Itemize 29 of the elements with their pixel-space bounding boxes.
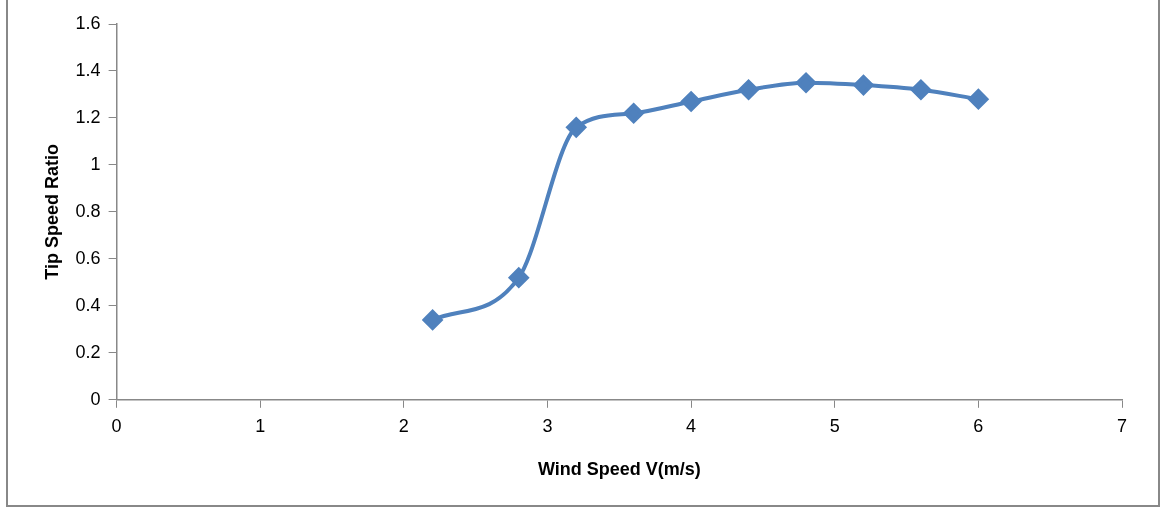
point (968, 89, 989, 110)
point (681, 91, 702, 112)
y-axis-title: Tip Speed Ratio (41, 144, 62, 280)
y-tick-label: 1 (90, 153, 101, 174)
y-tick-label: 0.6 (75, 247, 101, 268)
x-tick-label: 0 (111, 415, 122, 436)
point (853, 75, 874, 96)
x-tick-label: 1 (255, 415, 266, 436)
y-tick-label: 0.4 (75, 294, 101, 315)
y-tick-label: 0.8 (75, 200, 101, 221)
y-tick-label: 1.6 (75, 12, 101, 33)
point (623, 103, 644, 124)
point (508, 267, 529, 288)
point (566, 117, 587, 138)
y-tick-label: 1.2 (75, 106, 101, 127)
point (796, 72, 817, 93)
x-tick-label: 2 (398, 415, 409, 436)
y-tick-label: 0 (90, 388, 101, 409)
x-tick-label: 5 (829, 415, 840, 436)
y-tick-label: 1.4 (75, 59, 101, 80)
x-tick-label: 4 (686, 415, 697, 436)
point (910, 79, 931, 100)
x-tick-label: 3 (542, 415, 553, 436)
point (738, 79, 759, 100)
point (422, 309, 443, 330)
x-axis-title: Wind Speed V(m/s) (537, 459, 701, 480)
x-tick-label: 6 (973, 415, 984, 436)
x-tick-label: 7 (1116, 415, 1128, 436)
y-tick-label: 0.2 (75, 341, 101, 362)
